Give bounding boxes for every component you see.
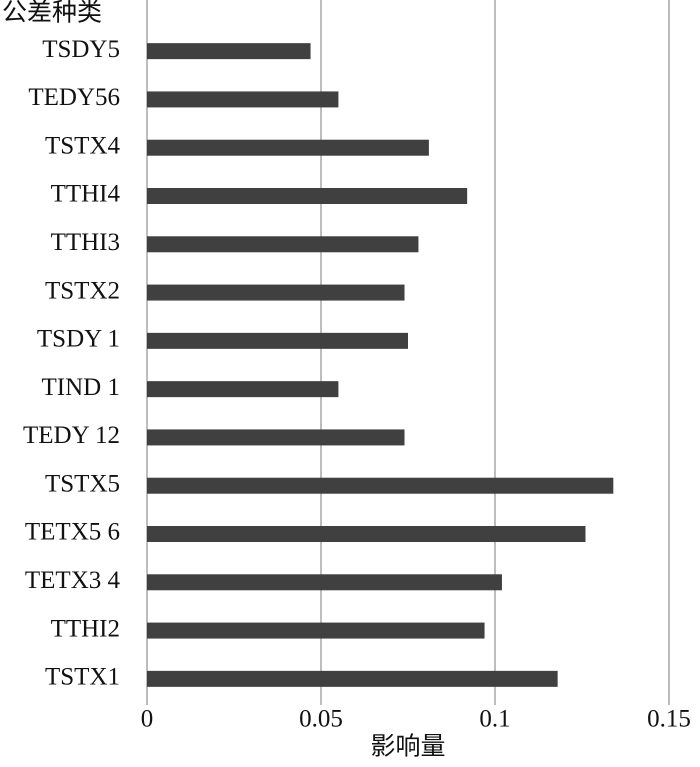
bar: [147, 43, 311, 60]
bar: [147, 622, 485, 639]
x-tick-label: 0.05: [299, 706, 343, 733]
bar: [147, 526, 586, 542]
bar: [147, 284, 405, 301]
bar: [147, 381, 339, 398]
bar: [147, 477, 614, 494]
bar: [147, 574, 502, 591]
y-axis-label: 公差种类: [2, 0, 102, 27]
y-tick-label: TTHI4: [51, 181, 121, 208]
bar: [147, 332, 408, 349]
y-tick-label: TEDY56: [28, 84, 120, 111]
y-tick-label: TIND 1: [42, 374, 120, 401]
y-tick-label: TSDY5: [42, 36, 120, 63]
y-tick-label: TTHI3: [51, 229, 120, 256]
bar: [147, 91, 339, 108]
bar: [147, 670, 558, 687]
x-tick-label: 0.1: [479, 706, 510, 733]
bar: [147, 188, 468, 204]
y-tick-label: TSTX4: [45, 132, 121, 159]
y-tick-label: TSTX1: [45, 664, 120, 691]
y-tick-label: TSTX5: [45, 470, 120, 497]
y-tick-label: TSDY 1: [37, 326, 120, 353]
x-axis-label: 影响量: [370, 733, 445, 761]
x-tick-label: 0.15: [647, 706, 691, 733]
x-tick-label: 0: [141, 706, 154, 733]
y-tick-label: TEDY 12: [23, 422, 120, 449]
bar: [147, 139, 429, 156]
bar: [147, 429, 405, 446]
y-tick-label: TTHI2: [51, 615, 120, 642]
y-tick-label: TETX3 4: [25, 567, 121, 594]
y-tick-label: TSTX2: [45, 277, 120, 304]
y-tick-label: TETX5 6: [25, 519, 120, 546]
bar: [147, 236, 419, 253]
